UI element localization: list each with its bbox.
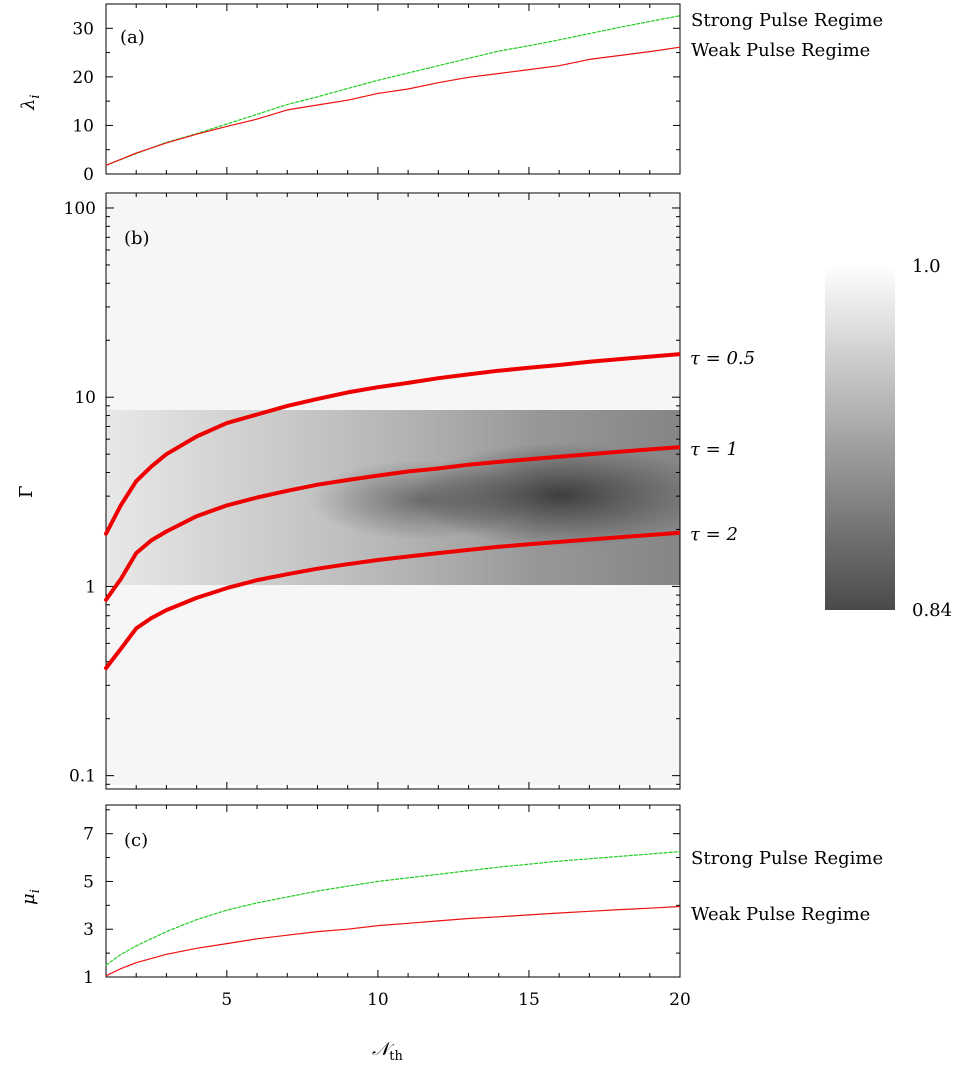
colorbar-min-label: 0.84 <box>912 600 952 621</box>
legend-c-weak: Weak Pulse Regime <box>691 904 870 925</box>
panel-a: 0 10 20 30 (a) λi Strong Pulse Regime Weak … <box>18 3 883 185</box>
panel-b-ticks: 0.1 1 10 100 <box>64 193 681 789</box>
panel-b-label: (b) <box>124 228 150 249</box>
legend-a-strong: Strong Pulse Regime <box>691 10 883 31</box>
legend-a-weak: Weak Pulse Regime <box>691 40 870 61</box>
panel-b-ylabel: Γ <box>16 486 37 499</box>
panel-b: 0.1 1 10 100 (b) Γ τ = 0.5 τ = 1 τ = 2 <box>16 192 755 790</box>
series-line-b-0 <box>104 352 680 536</box>
panel-c-ylabel: μi <box>18 889 43 905</box>
series-line-c-1 <box>105 905 680 977</box>
colorbar: 1.0 0.84 <box>825 256 952 621</box>
series-line-b-1 <box>104 445 680 602</box>
series-line-b-2 <box>104 530 680 671</box>
y-tick-label: 5 <box>83 872 94 892</box>
legend-c-strong: Strong Pulse Regime <box>691 848 883 869</box>
curve-label-tau-1: τ = 1 <box>690 439 738 460</box>
y-tick-label: 0.1 <box>69 767 96 787</box>
x-axis-label: 𝒩th <box>372 1039 403 1064</box>
series-line-a-0 <box>105 15 680 166</box>
y-tick-label: 1 <box>83 968 94 988</box>
panel-a-series <box>105 15 680 166</box>
series-line-c-0 <box>105 851 680 966</box>
x-tick-label: 5 <box>221 990 232 1010</box>
x-tick-label: 20 <box>669 990 691 1010</box>
y-tick-label: 0 <box>83 165 94 185</box>
heatmap-dark-core-2 <box>310 460 530 540</box>
y-tick-label: 20 <box>72 68 94 88</box>
curve-label-tau-05: τ = 0.5 <box>690 348 755 369</box>
colorbar-gradient <box>825 264 895 610</box>
panel-a-frame <box>105 3 681 175</box>
y-tick-label: 7 <box>83 825 94 845</box>
panel-c-frame <box>105 804 681 978</box>
panel-a-ticks: 0 10 20 30 <box>72 3 681 185</box>
x-tick-label: 15 <box>518 990 540 1010</box>
y-tick-label: 30 <box>72 19 94 39</box>
colorbar-max-label: 1.0 <box>912 256 941 277</box>
panel-c-series <box>105 851 680 977</box>
panel-a-ylabel: λi <box>18 94 43 111</box>
panel-a-label: (a) <box>120 27 145 48</box>
panel-c-ticks: 5 10 15 20 1 3 5 7 <box>83 805 691 1010</box>
panel-b-frame <box>105 192 681 790</box>
x-tick-label: 10 <box>367 990 389 1010</box>
panel-c-label: (c) <box>124 830 148 851</box>
series-line-a-1 <box>105 46 680 166</box>
y-tick-label: 3 <box>83 920 94 940</box>
panel-b-series <box>104 352 680 671</box>
y-tick-label: 100 <box>64 199 96 219</box>
y-tick-label: 1 <box>85 577 96 597</box>
y-tick-label: 10 <box>72 116 94 136</box>
heatmap-field <box>106 195 680 785</box>
panel-c: 5 10 15 20 1 3 5 7 (c) μi Strong Pulse Regime W… <box>18 804 883 1064</box>
curve-label-tau-2: τ = 2 <box>690 524 738 545</box>
y-tick-label: 10 <box>74 388 96 408</box>
